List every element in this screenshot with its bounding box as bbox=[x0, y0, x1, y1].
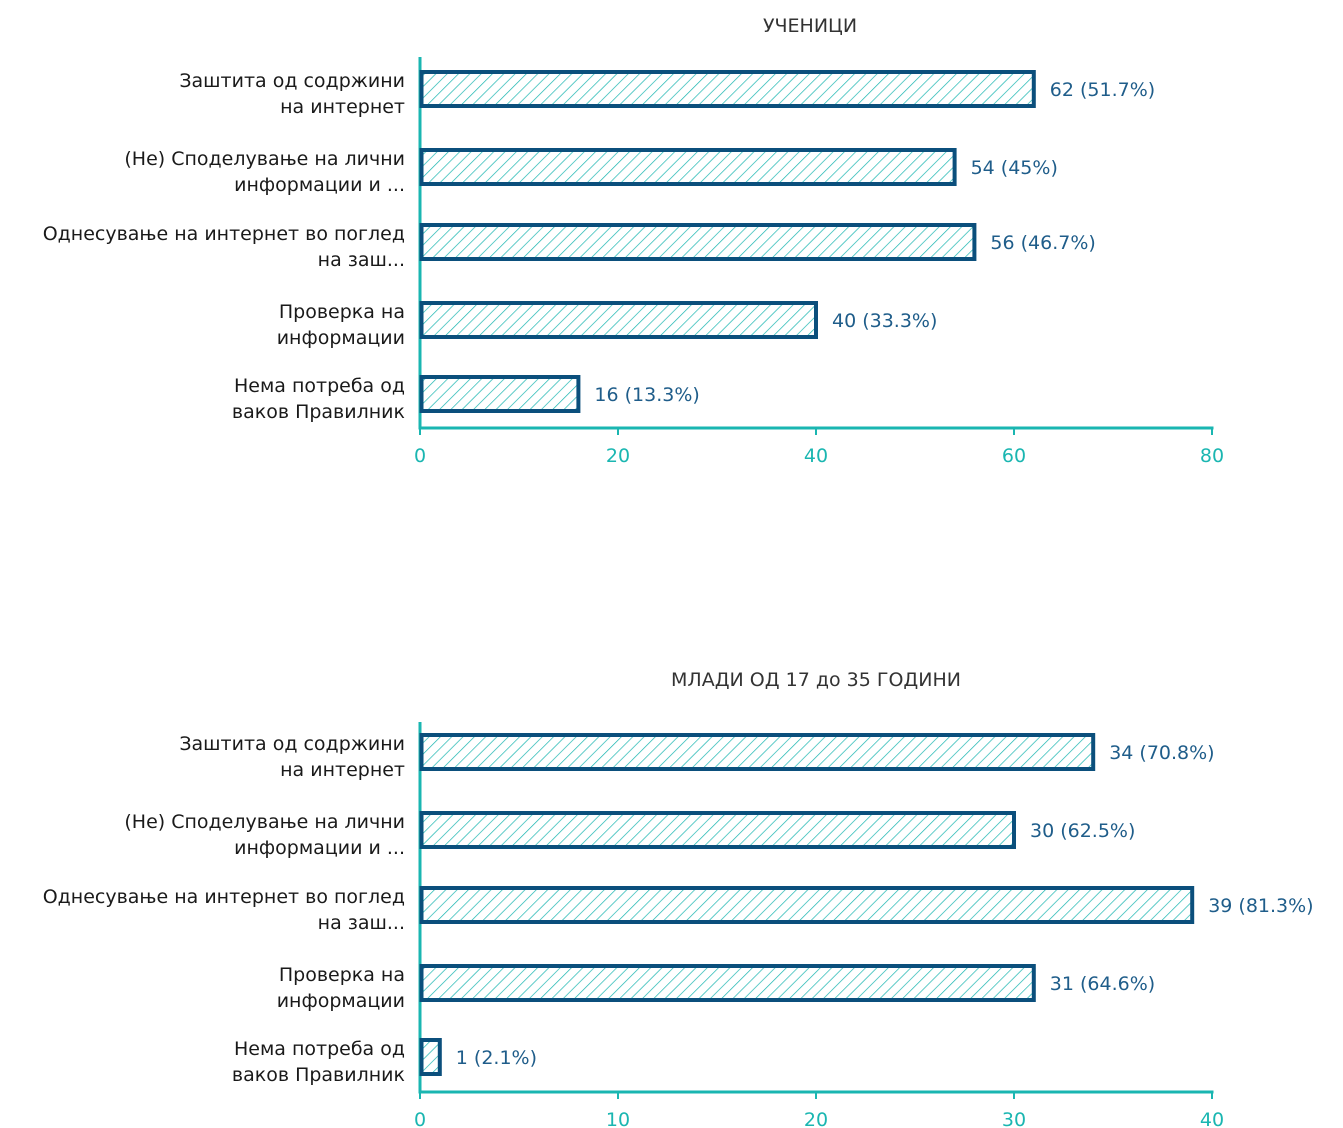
data-label: 34 (70.8%) bbox=[1109, 742, 1214, 764]
bar bbox=[419, 223, 977, 261]
data-label: 1 (2.1%) bbox=[456, 1047, 537, 1069]
category-label-line: Заштита од содржини bbox=[179, 70, 405, 92]
category-label-line: информации bbox=[277, 990, 405, 1012]
data-label: 40 (33.3%) bbox=[832, 310, 937, 332]
x-tick-label: 40 bbox=[1200, 1109, 1224, 1128]
category-label: Заштита од содржини на интернет bbox=[179, 70, 405, 118]
x-tick-label: 10 bbox=[606, 1109, 630, 1128]
category-label-line: Нема потреба од bbox=[234, 1038, 405, 1060]
bar bbox=[419, 375, 581, 413]
bar bbox=[419, 301, 818, 339]
bar bbox=[419, 70, 1036, 108]
category-label-line: (Не) Споделување на лични bbox=[124, 148, 405, 170]
chart-1: УЧЕНИЦИ 0 20 40 60 80 62 (51.7%) Заштита од со… bbox=[43, 15, 1224, 467]
data-label: 54 (45%) bbox=[971, 157, 1058, 179]
bar bbox=[419, 811, 1016, 849]
chart-2-plot: 0 10 20 30 40 34 (70.8%) Заштита од содржини на… bbox=[43, 722, 1314, 1128]
category-label-line: ваков Правилник bbox=[232, 1064, 405, 1086]
x-tick-label: 20 bbox=[804, 1109, 828, 1128]
category-label-line: на заш... bbox=[318, 912, 405, 934]
data-label: 31 (64.6%) bbox=[1050, 973, 1155, 995]
chart-2-title: МЛАДИ ОД 17 до 35 ГОДИНИ bbox=[671, 669, 961, 691]
category-label-line: Однесување на интернет во поглед bbox=[43, 886, 405, 908]
category-label-line: Проверка на bbox=[279, 964, 405, 986]
category-label-line: (Не) Споделување на лични bbox=[124, 811, 405, 833]
category-label: Проверка на информации bbox=[277, 301, 405, 349]
x-tick-label: 60 bbox=[1002, 445, 1026, 467]
x-tick-label: 40 bbox=[804, 445, 828, 467]
category-label-line: на заш... bbox=[318, 249, 405, 271]
x-tick-label: 80 bbox=[1200, 445, 1224, 467]
chart-2: МЛАДИ ОД 17 до 35 ГОДИНИ 0 10 20 30 40 34 (70… bbox=[43, 669, 1314, 1128]
category-label-line: информации и ... bbox=[234, 174, 405, 196]
category-label-line: информации и ... bbox=[234, 837, 405, 859]
category-label-line: на интернет bbox=[280, 96, 405, 118]
x-tick-label: 0 bbox=[414, 1109, 426, 1128]
category-label: Проверка на информации bbox=[277, 964, 405, 1012]
category-label: Нема потреба од ваков Правилник bbox=[232, 375, 405, 423]
category-label-line: ваков Правилник bbox=[232, 401, 405, 423]
x-tick-label: 0 bbox=[414, 445, 426, 467]
chart-1-title: УЧЕНИЦИ bbox=[763, 15, 857, 37]
bar bbox=[419, 886, 1195, 924]
data-label: 62 (51.7%) bbox=[1050, 79, 1155, 101]
category-label: (Не) Споделување на лични информации и ..… bbox=[124, 148, 405, 196]
category-label: Нема потреба од ваков Правилник bbox=[232, 1038, 405, 1086]
bar bbox=[419, 964, 1036, 1002]
category-label-line: на интернет bbox=[280, 759, 405, 781]
data-label: 56 (46.7%) bbox=[990, 232, 1095, 254]
category-label-line: Заштита од содржини bbox=[179, 733, 405, 755]
bar bbox=[419, 1038, 442, 1076]
bar bbox=[419, 733, 1096, 771]
category-label-line: Проверка на bbox=[279, 301, 405, 323]
x-tick-label: 20 bbox=[606, 445, 630, 467]
chart-1-plot: 0 20 40 60 80 62 (51.7%) Заштита од содржини на… bbox=[43, 57, 1224, 467]
category-label-line: Нема потреба од bbox=[234, 375, 405, 397]
category-label: (Не) Споделување на лични информации и ..… bbox=[124, 811, 405, 859]
category-label: Заштита од содржини на интернет bbox=[179, 733, 405, 781]
x-tick-label: 30 bbox=[1002, 1109, 1026, 1128]
data-label: 39 (81.3%) bbox=[1208, 895, 1313, 917]
data-label: 16 (13.3%) bbox=[594, 384, 699, 406]
category-label-line: информации bbox=[277, 327, 405, 349]
data-label: 30 (62.5%) bbox=[1030, 820, 1135, 842]
category-label: Однесување на интернет во поглед на заш..… bbox=[43, 886, 405, 934]
category-label-line: Однесување на интернет во поглед bbox=[43, 223, 405, 245]
bar bbox=[419, 148, 957, 186]
category-label: Однесување на интернет во поглед на заш..… bbox=[43, 223, 405, 271]
